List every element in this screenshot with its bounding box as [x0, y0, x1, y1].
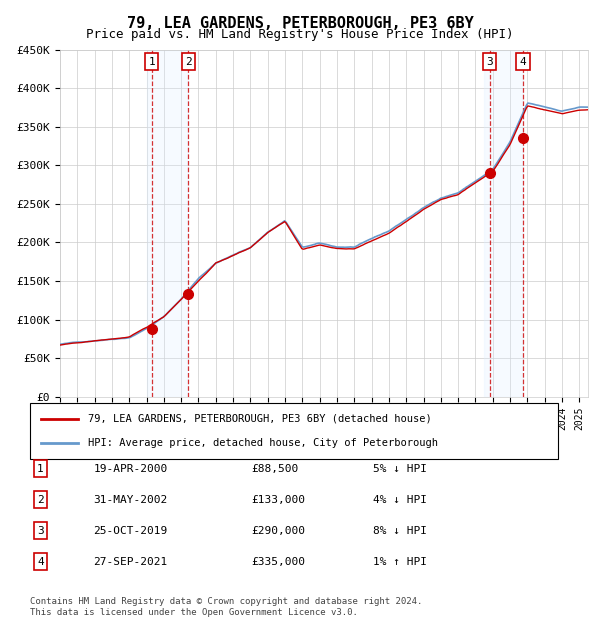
FancyBboxPatch shape [30, 403, 558, 459]
Text: Price paid vs. HM Land Registry's House Price Index (HPI): Price paid vs. HM Land Registry's House … [86, 28, 514, 41]
Bar [146, 50, 188, 397]
Text: 1% ↑ HPI: 1% ↑ HPI [373, 557, 427, 567]
Text: 2: 2 [185, 56, 192, 66]
Text: 3: 3 [486, 56, 493, 66]
Text: HPI: Average price, detached house, City of Peterborough: HPI: Average price, detached house, City… [88, 438, 438, 448]
Text: 27-SEP-2021: 27-SEP-2021 [94, 557, 167, 567]
Text: £133,000: £133,000 [252, 495, 306, 505]
Text: 3: 3 [37, 526, 44, 536]
Text: 1: 1 [37, 464, 44, 474]
Text: 5% ↓ HPI: 5% ↓ HPI [373, 464, 427, 474]
Text: 79, LEA GARDENS, PETERBOROUGH, PE3 6BY (detached house): 79, LEA GARDENS, PETERBOROUGH, PE3 6BY (… [88, 414, 432, 423]
Text: 4: 4 [37, 557, 44, 567]
Text: 79, LEA GARDENS, PETERBOROUGH, PE3 6BY: 79, LEA GARDENS, PETERBOROUGH, PE3 6BY [127, 16, 473, 30]
Text: 4: 4 [520, 56, 526, 66]
Text: £290,000: £290,000 [252, 526, 306, 536]
Text: Contains HM Land Registry data © Crown copyright and database right 2024.
This d: Contains HM Land Registry data © Crown c… [30, 598, 422, 617]
Text: 19-APR-2000: 19-APR-2000 [94, 464, 167, 474]
Text: 2: 2 [37, 495, 44, 505]
Text: 1: 1 [148, 56, 155, 66]
Text: 8% ↓ HPI: 8% ↓ HPI [373, 526, 427, 536]
Text: £335,000: £335,000 [252, 557, 306, 567]
Text: 4% ↓ HPI: 4% ↓ HPI [373, 495, 427, 505]
Bar [484, 50, 523, 397]
Text: £88,500: £88,500 [252, 464, 299, 474]
Text: 25-OCT-2019: 25-OCT-2019 [94, 526, 167, 536]
Text: 31-MAY-2002: 31-MAY-2002 [94, 495, 167, 505]
